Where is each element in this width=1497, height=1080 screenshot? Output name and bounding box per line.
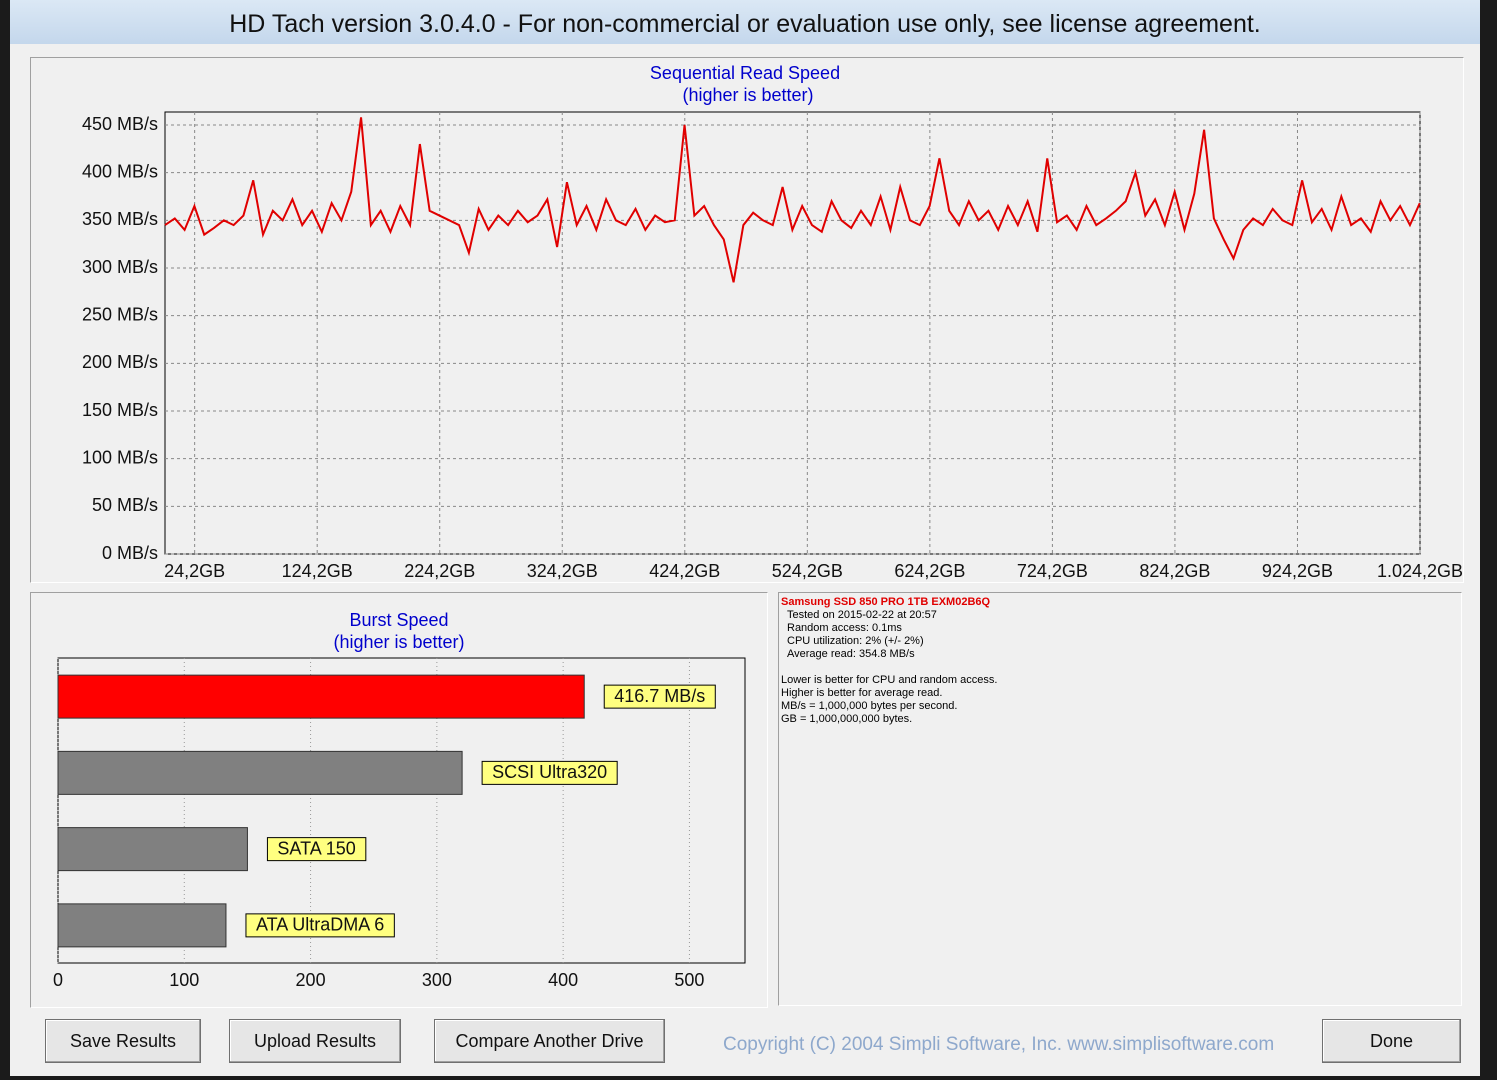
read-speed-line [164, 117, 1421, 283]
x-tick-label: 224,2GB [404, 561, 475, 581]
result-line: CPU utilization: 2% (+/- 2%) [787, 635, 924, 647]
y-tick-label: 0 MB/s [102, 543, 158, 563]
label-box [603, 684, 716, 709]
x-tick-label: 200 [296, 970, 326, 990]
chart-subtitle: (higher is better) [333, 632, 464, 652]
label-box [481, 760, 618, 785]
y-tick-label: 350 MB/s [82, 209, 158, 229]
x-tick-label: 0 [53, 970, 63, 990]
bar-label-text: ATA UltraDMA 6 [256, 915, 384, 935]
bar-label: SATA 150 [266, 837, 367, 862]
x-tick-label: 524,2GB [772, 561, 843, 581]
bar [57, 903, 227, 948]
x-tick-label: 424,2GB [649, 561, 720, 581]
result-line: Tested on 2015-02-22 at 20:57 [787, 609, 937, 621]
chart-subtitle: (higher is better) [682, 85, 813, 105]
bar-label: ATA UltraDMA 6 [245, 913, 395, 938]
copyright: Copyright (C) 2004 Simpli Software, Inc.… [723, 1034, 1275, 1055]
graph-panel [30, 57, 1464, 583]
x-tick-label: 24,2GB [164, 561, 225, 581]
x-tick-label: 824,2GB [1139, 561, 1210, 581]
bar [57, 674, 585, 719]
y-tick-label: 150 MB/s [82, 400, 158, 420]
bar [57, 827, 248, 872]
window-title: HD Tach version 3.0.4.0 - For non-commer… [10, 0, 1480, 44]
x-tick-label: 400 [548, 970, 578, 990]
results: Tested on 2015-02-22 at 20:57 Random acce… [781, 609, 1459, 661]
result-line: Average read: 354.8 MB/s [787, 648, 915, 660]
x-tick-label: 124,2GB [282, 561, 353, 581]
x-tick-label: 324,2GB [527, 561, 598, 581]
chart-title: Burst Speed [349, 610, 448, 630]
label-box [266, 837, 367, 862]
notes: Lower is better for CPU and random acces… [781, 674, 1459, 726]
x-tick-label: 1.024,2GB [1377, 561, 1463, 581]
note-line: Higher is better for average read. [781, 687, 943, 699]
y-tick-label: 200 MB/s [82, 352, 158, 372]
bar-label: 416.7 MB/s [603, 684, 716, 709]
x-tick-label: 624,2GB [894, 561, 965, 581]
y-tick-label: 300 MB/s [82, 257, 158, 277]
x-tick-label: 300 [422, 970, 452, 990]
x-tick-label: 500 [674, 970, 704, 990]
upload-button[interactable]: Upload Results [229, 1019, 401, 1063]
bar [57, 750, 463, 795]
y-tick-label: 400 MB/s [82, 161, 158, 181]
y-tick-label: 450 MB/s [82, 114, 158, 134]
chart-title: Sequential Read Speed [650, 63, 840, 83]
bar-label: SCSI Ultra320 [481, 760, 618, 785]
compare-button[interactable]: Compare Another Drive [434, 1019, 665, 1063]
burst-panel [30, 592, 768, 1008]
note-line: MB/s = 1,000,000 bytes per second. [781, 700, 958, 712]
x-tick-label: 924,2GB [1262, 561, 1333, 581]
bar-label-text: SATA 150 [277, 838, 355, 858]
info-panel: Samsung SSD 850 PRO 1TB EXM02B6Q Tested … [778, 592, 1462, 1006]
save-button[interactable]: Save Results [45, 1019, 201, 1063]
note-line: GB = 1,000,000,000 bytes. [781, 713, 913, 725]
y-tick-label: 100 MB/s [82, 447, 158, 467]
x-tick-label: 724,2GB [1017, 561, 1088, 581]
done-button[interactable]: Done [1322, 1019, 1461, 1063]
bar-label-text: SCSI Ultra320 [492, 762, 607, 782]
note-line: Lower is better for CPU and random acces… [781, 674, 998, 686]
x-tick-label: 100 [169, 970, 199, 990]
drive-name: Samsung SSD 850 PRO 1TB EXM02B6Q [781, 596, 991, 608]
result-line: Random access: 0.1ms [787, 622, 902, 634]
y-tick-label: 50 MB/s [92, 495, 158, 515]
y-tick-label: 250 MB/s [82, 304, 158, 324]
bar-label-text: 416.7 MB/s [614, 686, 705, 706]
label-box [245, 913, 395, 938]
